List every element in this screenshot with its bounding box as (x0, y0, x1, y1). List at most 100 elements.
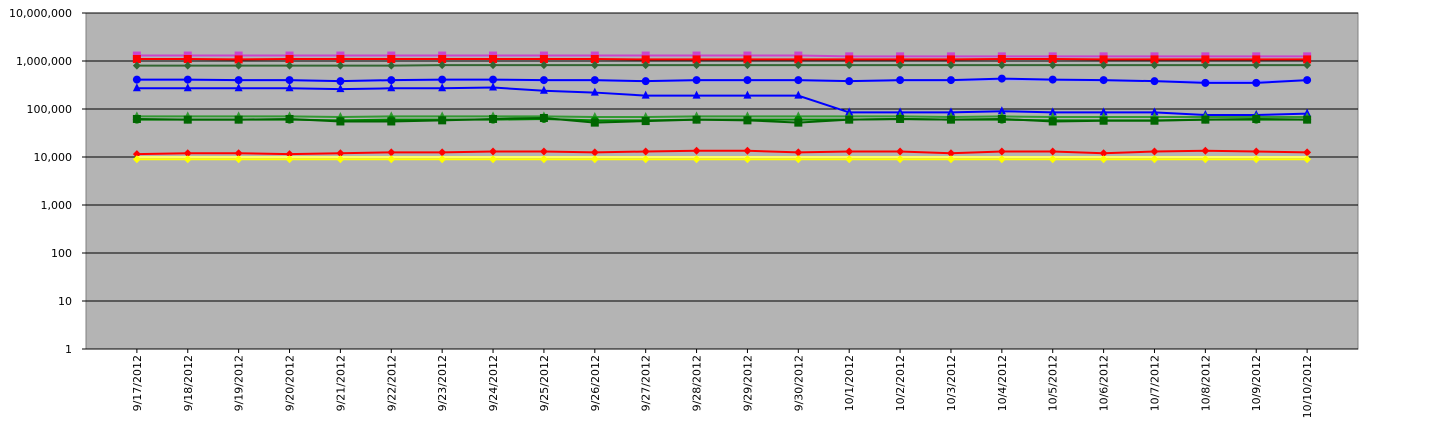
marker (387, 83, 396, 92)
marker (997, 106, 1006, 115)
marker (1150, 55, 1159, 64)
x-tick-label: 9/23/2012 (436, 355, 449, 411)
marker (234, 155, 243, 164)
marker (1048, 61, 1057, 70)
marker (845, 61, 854, 70)
marker (438, 148, 447, 157)
marker (132, 83, 141, 92)
marker (1150, 147, 1159, 156)
marker (1201, 146, 1210, 155)
marker (641, 117, 650, 126)
marker (794, 61, 803, 70)
marker (896, 107, 905, 116)
marker (1048, 117, 1057, 126)
marker (234, 61, 243, 70)
marker (1303, 155, 1312, 164)
marker (1303, 55, 1312, 64)
marker (743, 116, 752, 125)
x-tick-label: 10/1/2012 (843, 355, 856, 411)
marker (590, 61, 599, 70)
marker (1252, 114, 1261, 123)
marker (641, 61, 650, 70)
marker (946, 61, 955, 70)
y-tick-label: 10,000 (34, 151, 73, 164)
marker (336, 155, 345, 164)
marker (489, 75, 498, 84)
marker (183, 83, 192, 92)
marker (234, 149, 243, 158)
marker (1150, 61, 1159, 70)
x-tick-label: 9/18/2012 (182, 355, 195, 411)
marker (336, 84, 345, 93)
marker (946, 107, 955, 116)
marker (590, 148, 599, 157)
marker (641, 155, 650, 164)
marker (1252, 55, 1261, 64)
y-tick-label: 1,000 (41, 199, 73, 212)
marker (1252, 61, 1261, 70)
marker (1099, 155, 1108, 164)
marker (743, 146, 752, 155)
marker (438, 155, 447, 164)
marker (946, 149, 955, 158)
marker (1201, 61, 1210, 70)
marker (845, 115, 854, 124)
y-tick-label: 10,000,000 (9, 7, 72, 20)
marker (794, 55, 803, 64)
marker (896, 155, 905, 164)
marker (946, 76, 955, 85)
y-tick-label: 100 (51, 247, 72, 260)
marker (1150, 107, 1159, 116)
marker (1303, 148, 1312, 157)
marker (539, 85, 548, 94)
marker (590, 87, 599, 96)
series-line (136, 86, 1308, 116)
x-tick-label: 10/6/2012 (1098, 355, 1111, 411)
marker (845, 55, 854, 64)
marker (336, 149, 345, 158)
x-tick-label: 9/29/2012 (741, 355, 754, 411)
marker (590, 118, 599, 127)
marker (641, 77, 650, 86)
marker (692, 115, 701, 124)
y-tick-label: 100,000 (27, 103, 73, 116)
marker (641, 55, 650, 64)
marker (1252, 78, 1261, 87)
marker (285, 61, 294, 70)
marker (1150, 116, 1159, 125)
marker (997, 155, 1006, 164)
marker (539, 155, 548, 164)
marker (1201, 115, 1210, 124)
marker (794, 155, 803, 164)
marker (489, 147, 498, 156)
marker (539, 61, 548, 70)
marker (692, 61, 701, 70)
marker (234, 83, 243, 92)
x-tick-label: 9/30/2012 (792, 355, 805, 411)
marker (896, 61, 905, 70)
marker (387, 148, 396, 157)
x-tick-label: 10/5/2012 (1047, 355, 1060, 411)
marker (743, 76, 752, 85)
x-tick-label: 9/26/2012 (589, 355, 602, 411)
marker (845, 107, 854, 116)
marker (1303, 61, 1312, 70)
marker (794, 118, 803, 127)
marker (285, 76, 294, 85)
marker (794, 148, 803, 157)
marker (132, 55, 141, 64)
marker (183, 61, 192, 70)
y-tick-label: 10 (58, 295, 72, 308)
marker (1048, 75, 1057, 84)
marker (997, 147, 1006, 156)
marker (539, 76, 548, 85)
marker (896, 114, 905, 123)
marker (1099, 107, 1108, 116)
plot-area (85, 12, 1359, 350)
marker (946, 155, 955, 164)
marker (590, 155, 599, 164)
marker (946, 115, 955, 124)
marker (438, 75, 447, 84)
marker (183, 149, 192, 158)
marker (692, 76, 701, 85)
